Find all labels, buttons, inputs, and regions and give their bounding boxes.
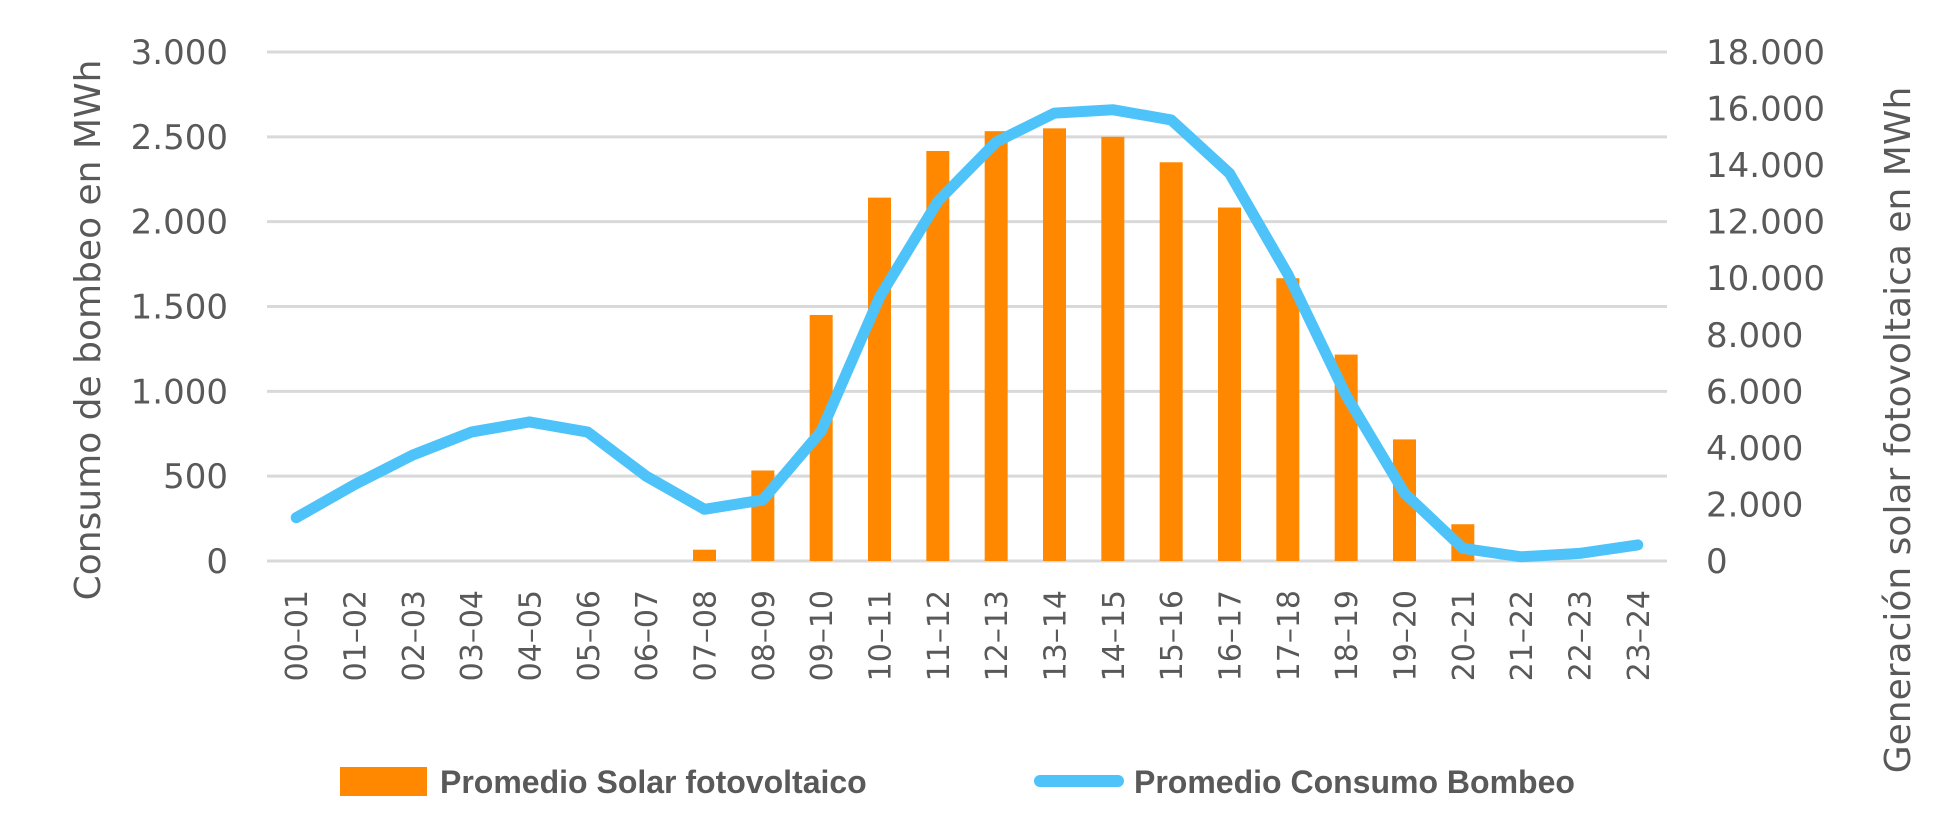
x-tick-label: 22–23: [1564, 590, 1599, 681]
x-tick-label: 05–06: [572, 590, 607, 681]
right-tick-label: 8.000: [1706, 316, 1803, 356]
right-axis-ticks: 0 2.000 4.000 6.000 8.000 10.000 12.000 14.000 1…: [1706, 33, 1825, 582]
legend-item-solar[interactable]: Promedio Solar fotovoltaico: [340, 764, 867, 800]
solar-bars: [693, 128, 1475, 562]
right-tick-label: 16.000: [1706, 90, 1825, 130]
right-tick-label: 12.000: [1706, 203, 1825, 243]
right-tick-label: 2.000: [1706, 485, 1803, 525]
right-tick-label: 18.000: [1706, 33, 1825, 73]
x-tick-label: 02–03: [397, 590, 432, 681]
gridlines: [267, 50, 1667, 563]
x-tick-label: 13–14: [1039, 590, 1074, 681]
x-tick-label: 03–04: [455, 590, 490, 681]
solar-bar: [984, 131, 1008, 561]
right-tick-label: 0: [1706, 542, 1728, 582]
x-tick-label: 01–02: [339, 590, 374, 681]
left-tick-label: 2.500: [131, 118, 228, 158]
x-tick-label: 23–24: [1622, 590, 1657, 681]
left-tick-label: 1.000: [131, 372, 228, 412]
x-tick-label: 09–10: [805, 590, 840, 681]
solar-bar: [1101, 136, 1125, 562]
x-tick-label: 04–05: [514, 590, 549, 681]
right-tick-label: 6.000: [1706, 372, 1803, 412]
legend: Promedio Solar fotovoltaico Promedio Con…: [340, 764, 1575, 800]
legend-item-pumping[interactable]: Promedio Consumo Bombeo: [1034, 764, 1575, 800]
solar-bar: [1276, 278, 1300, 561]
x-tick-label: 18–19: [1330, 590, 1365, 681]
left-tick-label: 2.000: [131, 203, 228, 243]
right-tick-label: 4.000: [1706, 429, 1803, 469]
solar-bar: [926, 150, 950, 561]
left-tick-label: 1.500: [131, 288, 228, 328]
left-tick-label: 500: [163, 457, 228, 497]
solar-bar: [1159, 162, 1183, 562]
solar-bar: [1043, 128, 1066, 561]
left-axis-title: Consumo de bombeo en MWh: [68, 60, 109, 601]
x-tick-label: 10–11: [864, 590, 899, 681]
right-tick-label: 14.000: [1706, 146, 1825, 186]
x-tick-label: 00–01: [280, 590, 315, 681]
x-tick-label: 08–09: [747, 590, 782, 681]
x-tick-label: 11–12: [922, 590, 957, 681]
solar-bar: [868, 197, 891, 561]
x-tick-label: 17–18: [1272, 590, 1307, 681]
solar-bar: [1218, 207, 1241, 561]
solar-bar: [693, 549, 716, 561]
x-tick-label: 14–15: [1097, 590, 1132, 681]
legend-label-pumping: Promedio Consumo Bombeo: [1134, 764, 1575, 800]
x-tick-label: 07–08: [689, 590, 724, 681]
pumping-line-path: [290, 104, 1644, 563]
x-tick-label: 15–16: [1155, 590, 1190, 681]
legend-label-solar: Promedio Solar fotovoltaico: [440, 764, 867, 800]
x-tick-label: 19–20: [1389, 590, 1424, 681]
x-tick-label: 21–22: [1505, 590, 1540, 681]
left-axis-ticks: 0 500 1.000 1.500 2.000 2.500 3.000: [131, 33, 228, 582]
legend-swatch-solar: [340, 767, 427, 796]
right-axis-title: Generación solar fotovoltaica en MWh: [1878, 87, 1919, 774]
right-tick-label: 10.000: [1706, 259, 1825, 299]
x-tick-label: 06–07: [630, 590, 665, 681]
x-axis-ticks: 00–01 01–02 02–03 03–04 04–05 05–06 06–07 07–08…: [280, 590, 1657, 681]
x-tick-label: 16–17: [1214, 590, 1249, 681]
x-tick-label: 20–21: [1447, 590, 1482, 681]
x-tick-label: 12–13: [980, 590, 1015, 681]
pumping-line: [290, 104, 1644, 563]
left-tick-label: 0: [206, 542, 228, 582]
left-tick-label: 3.000: [131, 33, 228, 73]
